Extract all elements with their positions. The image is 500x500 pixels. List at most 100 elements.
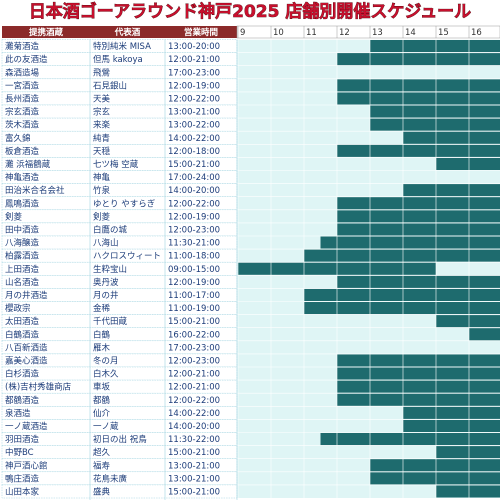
cell: 12:00-22:00: [168, 396, 220, 406]
cell: 12:00-23:00: [168, 356, 220, 366]
time-bar: [337, 210, 500, 223]
cell: 鳳鳴酒造: [5, 198, 40, 209]
cell: 森酒造場: [5, 67, 40, 78]
cell: ハクロスウィート: [93, 252, 161, 262]
hour-label: 11: [306, 28, 317, 38]
time-bar: [403, 419, 500, 432]
cell: 羽田酒造: [5, 434, 40, 445]
cell: 山名酒造: [5, 277, 40, 288]
cell: 11:30-22:00: [168, 435, 220, 445]
time-bar: [337, 275, 500, 288]
cell: 福寿: [93, 460, 111, 471]
cell: 山田本家: [5, 486, 40, 497]
column-header: 代表酒: [114, 27, 141, 38]
cell: 太田酒造: [5, 316, 40, 327]
time-bar: [436, 315, 500, 328]
hour-label: 15: [438, 28, 449, 38]
cell: 14:00-20:00: [168, 186, 220, 196]
hour-label: 10: [273, 28, 284, 38]
cell: 11:00-18:00: [168, 252, 220, 262]
column-header: 営業時間: [184, 27, 218, 38]
cell: 09:00-15:00: [168, 265, 220, 275]
cell: 12:00-21:00: [168, 55, 220, 65]
cell: 千代田蔵: [93, 316, 128, 327]
cell: 八百新酒造: [5, 342, 48, 353]
time-bar: [337, 79, 500, 92]
time-bar: [304, 249, 500, 262]
time-bar: [320, 433, 500, 446]
time-bar: [304, 288, 500, 301]
cell: 純青: [93, 133, 110, 144]
cell: 13:00-20:00: [168, 42, 220, 52]
cell: 17:00-23:00: [168, 343, 220, 353]
cell: 生粋宝山: [93, 264, 127, 275]
hour-label: 13: [372, 28, 383, 38]
cell: 盛典: [93, 486, 111, 497]
cell: 剣菱: [5, 211, 23, 222]
time-bar: [337, 223, 500, 236]
cell: 天美: [93, 93, 111, 104]
cell: 一宮酒造: [5, 80, 40, 91]
cell: 櫻政宗: [5, 303, 31, 314]
time-bar: [403, 184, 500, 197]
cell: 奥丹波: [93, 277, 119, 288]
cell: 白木久: [93, 369, 119, 380]
time-bar: [320, 236, 500, 249]
time-bar: [370, 40, 500, 53]
cell: 車坂: [93, 382, 111, 393]
cell: 白鶴: [93, 329, 111, 340]
cell: 特別純米 MISA: [93, 41, 151, 52]
cell: 13:00-21:00: [168, 461, 220, 471]
cell: 超久: [93, 447, 111, 458]
cell: 月の井酒造: [5, 290, 48, 301]
cell: 14:00-22:00: [168, 409, 220, 419]
time-bar: [337, 197, 500, 210]
cell: 白杉酒造: [5, 369, 40, 380]
hour-label: 16: [471, 28, 482, 38]
cell: 田治米合名会社: [5, 185, 65, 196]
cell: 15:00-21:00: [168, 487, 220, 497]
cell: 来楽: [93, 120, 111, 131]
time-bar: [370, 105, 500, 118]
time-bar: [337, 92, 500, 105]
time-bar: [370, 459, 500, 472]
cell: ゆとり やすらぎ: [93, 198, 156, 209]
cell: 12:00-22:00: [168, 199, 220, 209]
time-bar: [436, 157, 500, 170]
column-header: 提携酒蔵: [29, 27, 64, 38]
cell: 石見銀山: [93, 80, 127, 91]
cell: 七ツ梅 空蔵: [93, 159, 139, 170]
cell: 15:00-21:00: [168, 160, 220, 170]
cell: 神戸酒心館: [5, 460, 48, 471]
cell: 13:00-21:00: [168, 474, 220, 484]
time-bar: [337, 354, 500, 367]
cell: 神亀酒造: [5, 172, 40, 183]
cell: 八海山: [93, 238, 119, 249]
cell: 茨木酒造: [5, 120, 40, 131]
cell: (株)吉村秀雄商店: [5, 382, 72, 393]
cell: 灘菊酒造: [5, 41, 40, 52]
cell: 飛鶯: [93, 67, 111, 78]
cell: 15:00-21:00: [168, 448, 220, 458]
cell: 12:00-23:00: [168, 225, 220, 235]
cell: 柏露酒造: [5, 251, 40, 262]
time-bar: [436, 446, 500, 459]
hour-label: 9: [240, 28, 245, 38]
cell: 17:00-24:00: [168, 173, 220, 183]
time-bar: [337, 393, 500, 406]
cell: 都鶴: [93, 395, 111, 406]
cell: 鴨庄酒造: [5, 473, 40, 484]
time-bar: [370, 472, 500, 485]
cell: 一ノ蔵酒造: [5, 421, 48, 432]
cell: 13:00-22:00: [168, 121, 220, 131]
cell: 一ノ蔵: [93, 421, 119, 432]
time-bar: [370, 118, 500, 131]
cell: 仙介: [93, 408, 111, 419]
cell: 灘 浜福鶴蔵: [5, 159, 51, 170]
cell: 11:00-19:00: [168, 304, 220, 314]
cell: 神亀: [93, 172, 111, 183]
cell: 泉酒造: [5, 408, 31, 419]
time-bar: [403, 406, 500, 419]
time-bar: [304, 302, 500, 315]
